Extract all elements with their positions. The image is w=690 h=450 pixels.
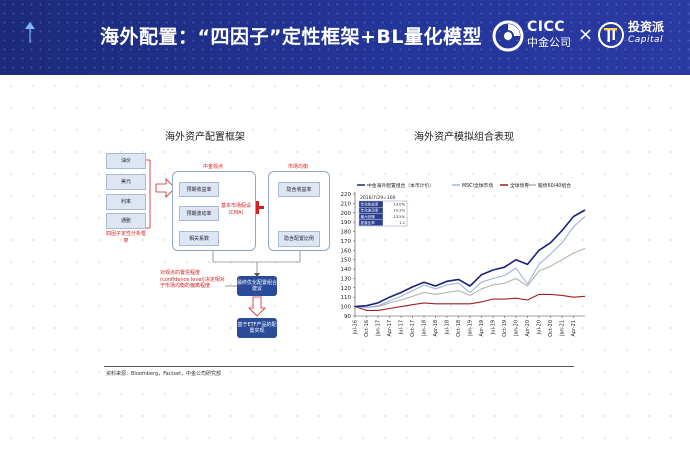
source-divider <box>104 366 574 367</box>
page-background <box>0 75 690 450</box>
x-tick-label: Jan-19 <box>468 320 474 337</box>
y-tick-label: 100 <box>341 305 352 311</box>
y-tick-label: 120 <box>341 286 352 292</box>
factors-caption: 四因子定性分析框架 <box>105 231 146 244</box>
touzipai-brand-en: Capital <box>628 35 664 45</box>
legend-label-2: 全球债券 <box>510 182 529 189</box>
header-banner: 海外配置：“四因子”定性框架+BL量化模型 CICC 中金公司 × 投资派 Ca… <box>0 0 690 75</box>
framework-title: 海外资产配置框架 <box>165 132 245 143</box>
touzipai-brand: 投资派 Capital <box>628 21 664 45</box>
y-tick-label: 150 <box>341 258 352 264</box>
series-line-1 <box>354 216 586 309</box>
legend-label-1: MSCI全球市场 <box>462 182 493 189</box>
factor-inflation: 通胀 <box>106 213 146 229</box>
stats-value: 1.1 <box>399 221 405 225</box>
etf-implementation-box: 基于ETF产品的配置实现 <box>237 318 277 338</box>
legend-label-0: 中金海外配置组合（本币计价） <box>367 182 434 189</box>
view-expected-vol: 预期波动率 <box>179 206 219 221</box>
x-tick-label: Apr-19 <box>479 320 485 337</box>
y-tick-label: 160 <box>341 248 352 254</box>
x-tick-label: Jan-21 <box>560 320 566 337</box>
y-tick-label: 140 <box>341 267 352 273</box>
x-tick-label: Jul-19 <box>491 320 497 335</box>
view-cma-note: 基本市场假设(CMA) <box>220 203 251 216</box>
market-box-title: 市场均衡 <box>287 164 308 170</box>
stats-label: 最大回撤 <box>361 214 376 219</box>
view-expected-return: 预期收益率 <box>179 182 219 197</box>
y-tick-label: 200 <box>341 211 352 217</box>
x-tick-label: Jan-17 <box>376 320 382 337</box>
page-title: 海外配置：“四因子”定性框架+BL量化模型 <box>100 26 482 48</box>
factor-oil: 油价 <box>106 153 146 169</box>
banner-texture <box>0 0 690 75</box>
stats-label: 年化波动率 <box>361 208 379 213</box>
stats-value: 10.2% <box>394 209 406 213</box>
market-implied-return: 隐含收益率 <box>278 182 320 197</box>
y-tick-label: 180 <box>341 230 352 236</box>
x-tick-label: Jul-16 <box>353 320 359 335</box>
cicc-brand: CICC 中金公司 <box>527 20 571 48</box>
chart-axes: 90 100 110 120 130 140 150 160 170 180 190 200 210 22… <box>341 192 585 337</box>
cicc-logo-icon <box>492 20 524 52</box>
stats-label-cell <box>358 219 384 226</box>
cicc-brand-cn: 中金公司 <box>527 36 571 49</box>
y-tick-label: 220 <box>341 192 352 198</box>
x-tick-label: Oct-19 <box>502 320 508 337</box>
y-tick-label: 170 <box>341 239 352 245</box>
x-tick-label: Apr-17 <box>387 320 393 337</box>
stats-value: 13.0% <box>394 202 406 206</box>
up-arrow-icon <box>25 22 35 43</box>
y-tick-label: 190 <box>341 220 352 226</box>
brand-separator: × <box>578 24 594 45</box>
market-implied-weight: 隐含配置比例 <box>278 231 320 247</box>
y-tick-label: 130 <box>341 276 352 282</box>
x-tick-label: Oct-18 <box>456 320 462 337</box>
source-note: 资料来源：Bloomberg，Factset，中金公司研究部 <box>106 371 222 377</box>
x-tick-label: Jul-17 <box>399 320 405 335</box>
x-tick-label: Oct-17 <box>410 320 416 337</box>
series-line-0 <box>354 209 586 308</box>
x-tick-label: Jul-20 <box>537 320 543 335</box>
y-tick-label: 110 <box>341 295 352 301</box>
x-tick-label: Apr-18 <box>433 320 439 337</box>
chart-legend: 中金海外配置组合（本币计价） MSCI全球市场 全球债券 股债60/40组合 <box>357 182 571 189</box>
cicc-brand-en: CICC <box>527 19 566 35</box>
view-box-title: 中金观点 <box>202 164 223 170</box>
x-tick-label: Apr-20 <box>525 320 531 337</box>
factor-rate: 利率 <box>106 194 146 210</box>
x-tick-label: Jul-18 <box>445 320 451 335</box>
stats-label: 夏普比率 <box>361 220 376 225</box>
x-tick-label: Jan-18 <box>422 320 428 337</box>
view-correlation: 相关系数 <box>179 231 219 246</box>
chart-series <box>354 209 586 311</box>
stats-title: 2016/7/29=100 <box>360 195 396 201</box>
touzipai-brand-cn: 投资派 <box>628 20 665 34</box>
x-tick-label: Apr-21 <box>571 320 577 337</box>
x-tick-label: Jan-20 <box>514 320 520 337</box>
series-line-3 <box>354 247 586 309</box>
optimized-portfolio-box: 最终优化配置组合建议 <box>237 276 277 296</box>
confidence-note: 对观点的置信程度(confidence level)决定相对于市场均衡的偏离程度 <box>160 270 225 289</box>
stats-value: -13.5% <box>392 215 405 219</box>
x-tick-label: Oct-16 <box>364 320 370 337</box>
legend-label-3: 股债60/40组合 <box>538 182 571 189</box>
touzipai-logo-icon <box>598 22 624 48</box>
x-tick-label: Oct-20 <box>548 320 554 337</box>
y-tick-label: 90 <box>344 314 351 320</box>
stats-label: 年化收益率 <box>361 201 379 206</box>
factor-usd: 美元 <box>106 174 146 190</box>
series-line-2 <box>354 293 586 311</box>
performance-title: 海外资产模拟组合表现 <box>414 132 514 143</box>
y-tick-label: 210 <box>341 201 352 207</box>
